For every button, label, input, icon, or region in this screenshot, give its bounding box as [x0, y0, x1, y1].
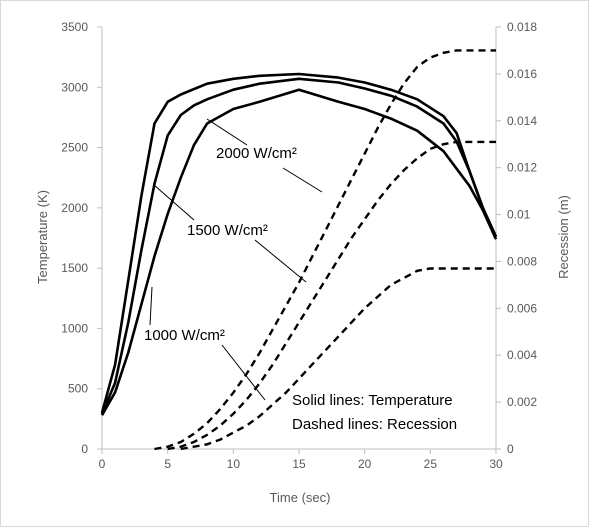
- leader-1000-recession: [221, 344, 266, 401]
- y2-tick-label: 0.002: [507, 395, 537, 409]
- x-tick-label: 15: [292, 457, 306, 471]
- x-tick-label: 30: [489, 457, 503, 471]
- temperature-line-1500: [100, 77, 498, 415]
- annotation-1500: 1500 W/cm²: [187, 222, 268, 239]
- y2-tick-label: 0.014: [507, 114, 537, 128]
- leader-1000-temperature: [149, 286, 153, 326]
- y2-tick-label: 0.006: [507, 301, 537, 315]
- y2-axis-title: Recession (m): [556, 195, 571, 279]
- y2-tick-label: 0.016: [507, 67, 537, 81]
- annotation-1000: 1000 W/cm²: [144, 327, 225, 344]
- y2-tick-label: 0.018: [507, 20, 537, 34]
- y-tick-label: 2000: [61, 201, 88, 215]
- leader-1500-temperature: [153, 184, 195, 221]
- y2-tick-label: 0.004: [507, 348, 537, 362]
- leader-1500-recession: [254, 239, 307, 283]
- temperature-line-1000: [100, 88, 498, 416]
- y-tick-label: 3000: [61, 80, 88, 94]
- x-tick-label: 25: [424, 457, 438, 471]
- leader-2000-temperature: [206, 118, 248, 146]
- note-solid-lines: Solid lines: Temperature: [292, 392, 453, 409]
- recession-line-1500: [167, 140, 496, 451]
- y-tick-label: 1500: [61, 261, 88, 275]
- annotation-2000: 2000 W/cm²: [216, 145, 297, 162]
- recession-line-1000: [180, 267, 496, 451]
- y-tick-label: 0: [81, 442, 88, 456]
- y-axis-title: Temperature (K): [35, 190, 50, 284]
- y2-tick-label: 0.012: [507, 161, 537, 175]
- y2-tick-label: 0.01: [507, 208, 531, 222]
- x-tick-label: 10: [227, 457, 241, 471]
- y-tick-label: 500: [68, 382, 88, 396]
- x-tick-label: 20: [358, 457, 372, 471]
- y-tick-label: 3500: [61, 20, 88, 34]
- x-tick-label: 5: [164, 457, 171, 471]
- y-tick-label: 2500: [61, 141, 88, 155]
- recession-line-2000: [154, 49, 496, 451]
- temperature-line-2000: [100, 72, 498, 414]
- y2-tick-label: 0.008: [507, 254, 537, 268]
- note-dashed-lines: Dashed lines: Recession: [292, 416, 457, 433]
- y-tick-label: 1000: [61, 321, 88, 335]
- y2-tick-label: 0: [507, 442, 514, 456]
- x-tick-label: 0: [99, 457, 106, 471]
- leader-2000-recession: [282, 167, 323, 193]
- x-axis-title: Time (sec): [270, 490, 331, 505]
